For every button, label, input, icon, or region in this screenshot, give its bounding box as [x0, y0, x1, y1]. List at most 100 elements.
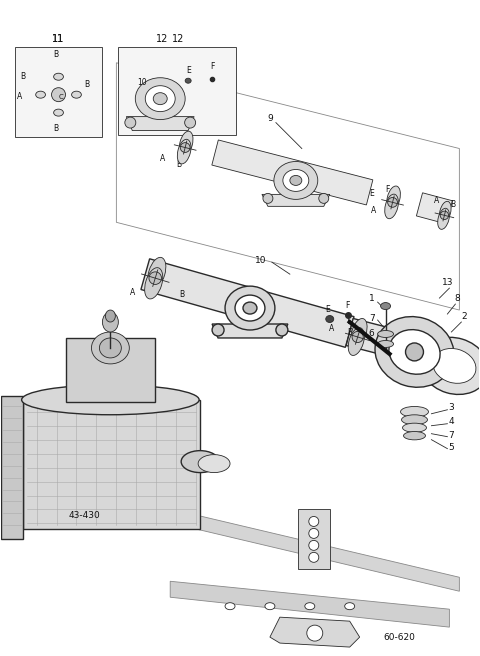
- Text: B: B: [347, 329, 352, 337]
- Text: A: A: [371, 206, 376, 215]
- Text: 12: 12: [156, 34, 168, 44]
- Polygon shape: [298, 510, 330, 569]
- Text: E: E: [325, 304, 330, 314]
- Ellipse shape: [305, 603, 315, 609]
- Ellipse shape: [54, 73, 63, 80]
- Ellipse shape: [406, 343, 423, 361]
- Text: A: A: [17, 92, 22, 101]
- Bar: [15, 47, 102, 136]
- Ellipse shape: [181, 451, 219, 472]
- Ellipse shape: [243, 302, 257, 314]
- Bar: [119, 47, 236, 134]
- Polygon shape: [0, 396, 23, 539]
- Ellipse shape: [309, 529, 319, 539]
- Ellipse shape: [125, 117, 136, 128]
- Text: B: B: [53, 124, 58, 133]
- Ellipse shape: [319, 194, 329, 203]
- Ellipse shape: [309, 516, 319, 526]
- Ellipse shape: [439, 201, 451, 222]
- Ellipse shape: [144, 268, 163, 299]
- Ellipse shape: [54, 109, 63, 116]
- Ellipse shape: [235, 295, 265, 321]
- Ellipse shape: [400, 407, 429, 417]
- Polygon shape: [141, 259, 354, 347]
- Ellipse shape: [153, 92, 167, 105]
- Ellipse shape: [265, 603, 275, 609]
- Ellipse shape: [433, 348, 476, 383]
- Ellipse shape: [352, 331, 363, 342]
- Ellipse shape: [402, 415, 428, 424]
- Text: 12: 12: [172, 34, 184, 44]
- Polygon shape: [346, 318, 423, 363]
- Ellipse shape: [307, 625, 323, 641]
- Text: 7: 7: [369, 314, 374, 323]
- Ellipse shape: [149, 272, 162, 285]
- Ellipse shape: [378, 331, 394, 337]
- Text: 1: 1: [369, 294, 374, 302]
- Ellipse shape: [106, 310, 115, 322]
- Ellipse shape: [420, 337, 480, 394]
- Text: B: B: [387, 210, 392, 219]
- Ellipse shape: [185, 117, 196, 128]
- Ellipse shape: [403, 423, 426, 432]
- Ellipse shape: [389, 329, 440, 374]
- Ellipse shape: [148, 257, 166, 289]
- Polygon shape: [270, 617, 360, 647]
- Ellipse shape: [135, 77, 185, 119]
- Ellipse shape: [22, 385, 199, 415]
- Polygon shape: [126, 117, 194, 131]
- Text: A: A: [160, 154, 165, 163]
- Ellipse shape: [180, 131, 193, 155]
- Ellipse shape: [385, 194, 398, 218]
- Ellipse shape: [404, 432, 425, 440]
- Text: 13: 13: [442, 277, 453, 287]
- Polygon shape: [262, 194, 330, 207]
- Ellipse shape: [438, 209, 449, 230]
- Text: F: F: [210, 62, 214, 72]
- Ellipse shape: [345, 603, 355, 609]
- Ellipse shape: [36, 91, 46, 98]
- Ellipse shape: [378, 340, 394, 348]
- Ellipse shape: [326, 316, 334, 323]
- Text: B: B: [84, 80, 89, 89]
- Ellipse shape: [290, 175, 302, 186]
- Text: 10: 10: [137, 78, 147, 87]
- Text: B: B: [180, 289, 185, 298]
- Text: F: F: [385, 185, 390, 194]
- Text: 7: 7: [448, 431, 454, 440]
- Text: B: B: [53, 51, 58, 59]
- Polygon shape: [65, 338, 155, 401]
- Text: F: F: [346, 300, 350, 310]
- Polygon shape: [130, 499, 459, 591]
- Ellipse shape: [145, 86, 175, 112]
- Text: A: A: [329, 325, 335, 333]
- Text: A: A: [130, 287, 135, 297]
- Text: 10: 10: [255, 256, 267, 265]
- Text: 8: 8: [455, 294, 460, 302]
- Ellipse shape: [91, 332, 129, 364]
- Text: 2: 2: [462, 312, 467, 321]
- Text: 4: 4: [449, 417, 454, 426]
- Ellipse shape: [276, 324, 288, 336]
- Text: E: E: [369, 189, 374, 198]
- Polygon shape: [170, 581, 449, 627]
- Ellipse shape: [185, 78, 191, 83]
- Text: 9: 9: [267, 114, 273, 123]
- Ellipse shape: [348, 327, 364, 356]
- Ellipse shape: [180, 142, 190, 152]
- Polygon shape: [212, 140, 373, 205]
- Text: B: B: [177, 160, 182, 169]
- Text: 60-620: 60-620: [384, 632, 416, 642]
- Text: C: C: [58, 94, 63, 100]
- Text: 5: 5: [448, 443, 454, 452]
- Ellipse shape: [387, 186, 400, 211]
- Text: 6: 6: [369, 329, 374, 338]
- Ellipse shape: [440, 211, 449, 220]
- Ellipse shape: [375, 317, 454, 387]
- Text: E: E: [186, 66, 191, 75]
- Ellipse shape: [263, 194, 273, 203]
- Text: 43-430: 43-430: [69, 511, 100, 520]
- Polygon shape: [212, 324, 288, 338]
- Text: B: B: [450, 200, 455, 209]
- Text: 3: 3: [448, 403, 454, 412]
